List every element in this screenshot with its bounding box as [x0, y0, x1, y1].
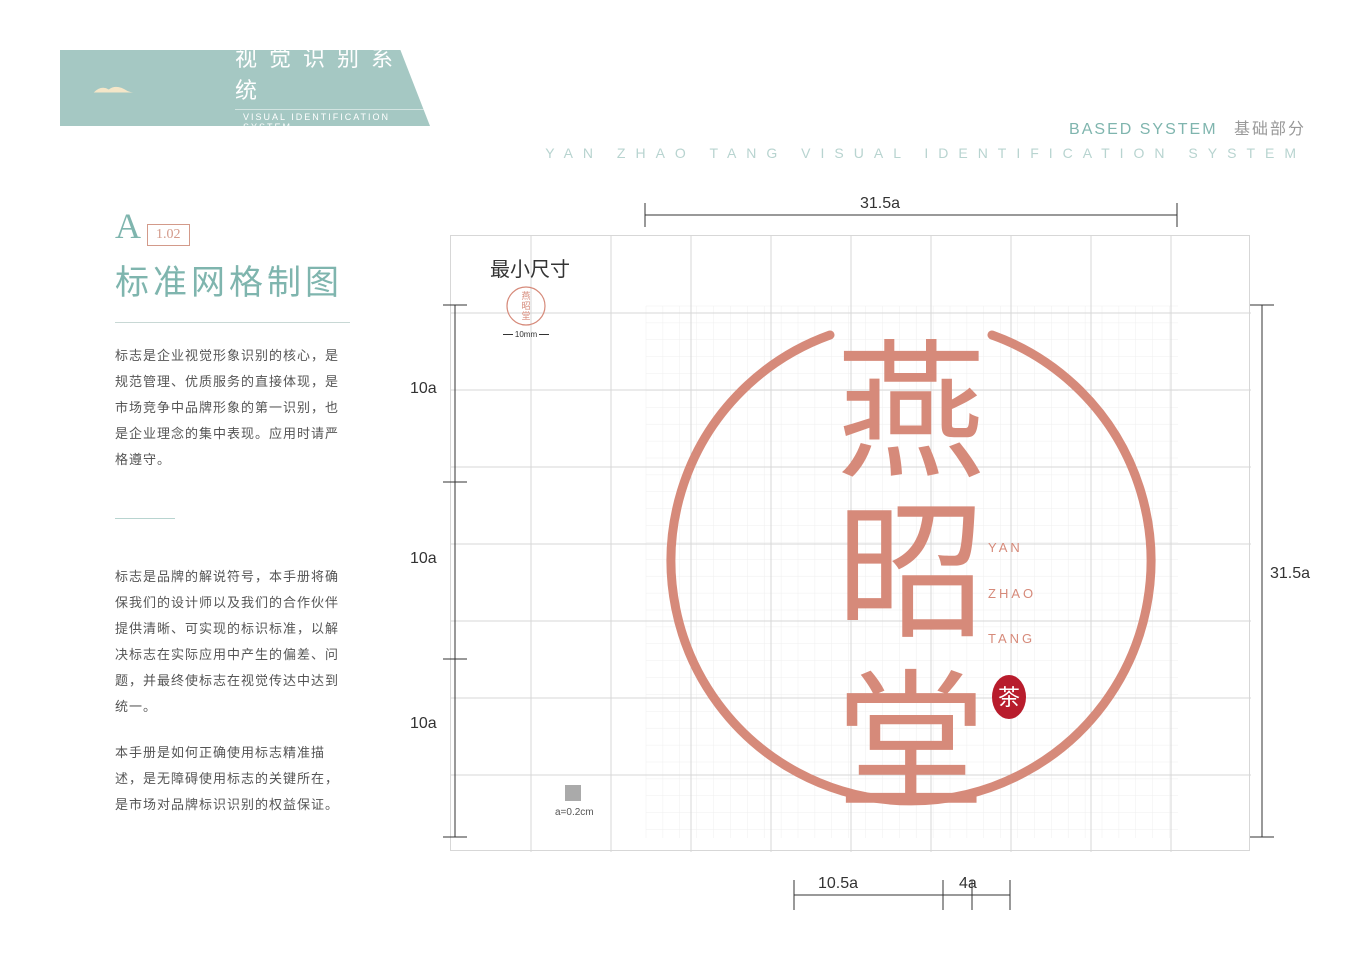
dim-bot-2: 4a	[959, 875, 977, 893]
svg-text:堂: 堂	[521, 310, 530, 321]
title-rule	[115, 322, 350, 323]
section-code: 1.02	[147, 224, 190, 246]
svg-text:堂: 堂	[836, 662, 986, 828]
min-size-label: 最小尺寸	[490, 253, 570, 282]
dim-left-1: 10a	[410, 380, 437, 398]
based-system-cn: 基础部分	[1234, 121, 1306, 138]
mountain-icon	[90, 78, 135, 98]
diagram-area: 31.5a 31.5a 10a 10a 10a 10.5a 4a 最小尺寸 燕 …	[400, 195, 1310, 905]
pinyin-stack: YAN ZHAO TANG	[988, 525, 1036, 662]
pinyin-zhao: ZHAO	[988, 571, 1036, 617]
subtitle-strip: YAN ZHAO TANG VISUAL IDENTIFICATION SYST…	[545, 145, 1306, 161]
dim-left-3: 10a	[410, 715, 437, 733]
paragraph-3: 本手册是如何正确使用标志精准描述，是无障碍使用标志的关键所在，是市场对品牌标识识…	[115, 740, 350, 818]
paragraph-2: 标志是品牌的解说符号，本手册将确保我们的设计师以及我们的合作伙伴提供清晰、可实现…	[115, 564, 350, 720]
section-letter: A	[115, 205, 141, 247]
seal-stamp: 茶	[990, 673, 1028, 721]
based-system-en: BASED SYSTEM	[1069, 121, 1217, 138]
mini-logo: 燕 昭 堂	[505, 285, 547, 327]
pinyin-tang: TANG	[988, 616, 1036, 662]
main-logo: 燕 昭 堂	[645, 305, 1177, 837]
left-text-panel: A 1.02 标准网格制图 标志是企业视觉形象识别的核心，是规范管理、优质服务的…	[115, 205, 350, 818]
unit-label: a=0.2cm	[555, 807, 594, 818]
svg-text:燕: 燕	[521, 290, 530, 301]
header-title-cn: 视觉识别系统	[235, 41, 430, 105]
seal-char: 茶	[998, 685, 1020, 710]
dim-top: 31.5a	[860, 195, 900, 213]
dim-right: 31.5a	[1270, 565, 1310, 583]
header-banner: 视觉识别系统 VISUAL IDENTIFICATION SYSTEM	[60, 50, 430, 126]
dim-left-2: 10a	[410, 550, 437, 568]
short-rule	[115, 518, 175, 519]
section-title: 标准网格制图	[115, 255, 350, 304]
unit-square	[565, 785, 581, 801]
header-title-en: VISUAL IDENTIFICATION SYSTEM	[235, 109, 430, 135]
svg-text:昭: 昭	[521, 301, 530, 311]
svg-text:昭: 昭	[836, 492, 986, 658]
top-right-label: BASED SYSTEM 基础部分	[1069, 115, 1306, 139]
paragraph-1: 标志是企业视觉形象识别的核心，是规范管理、优质服务的直接体现，是市场竞争中品牌形…	[115, 343, 350, 473]
dim-bot-1: 10.5a	[818, 875, 858, 893]
svg-text:燕: 燕	[836, 332, 986, 498]
pinyin-yan: YAN	[988, 525, 1036, 571]
mini-dim-label: 10mm	[505, 330, 547, 339]
